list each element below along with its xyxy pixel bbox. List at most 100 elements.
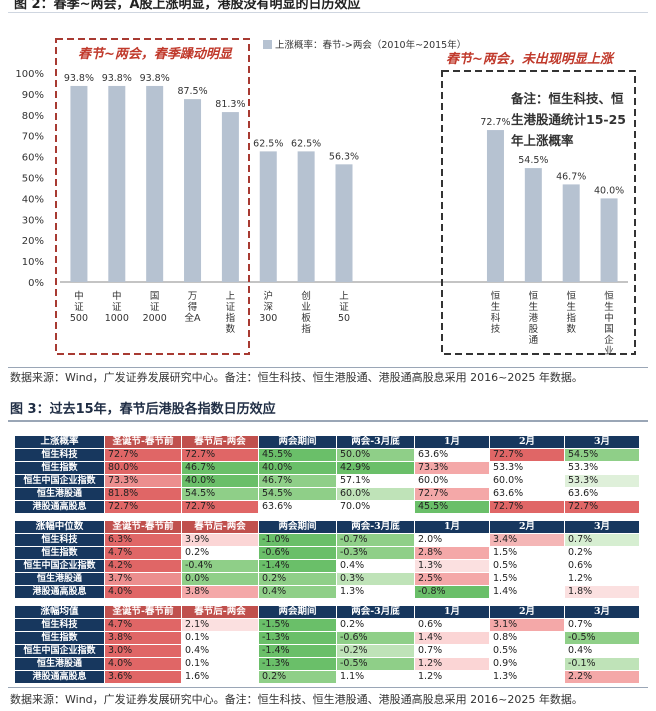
table-cell: 1.3% xyxy=(414,559,490,573)
table-cell: -0.7% xyxy=(336,533,415,547)
y-tick-label: 50% xyxy=(22,174,44,185)
table-cell: 63.6% xyxy=(414,448,490,462)
table-cell: 40.0% xyxy=(181,474,259,488)
table-cell: 0.7% xyxy=(564,533,640,547)
row-label: 恒生指数 xyxy=(14,461,105,475)
bar-value-label: 54.5% xyxy=(518,155,548,166)
table-cell: 81.8% xyxy=(104,487,182,501)
x-tick-label: 中 xyxy=(74,290,84,302)
table-cell: 60.0% xyxy=(489,474,565,488)
x-tick-label: 生 xyxy=(491,301,501,313)
x-tick-label: 科 xyxy=(491,312,501,324)
table-row: 港股通高股息 3.6% 1.6% 0.2% 1.1% 1.2% 1.3% 2.2% xyxy=(14,670,640,684)
table-cell: 53.3% xyxy=(564,474,640,488)
x-tick-label: 板 xyxy=(301,312,311,324)
table-cell: 0.2% xyxy=(336,618,415,632)
row-label: 恒生中国企业指数 xyxy=(14,644,105,658)
annotation-right: 春节~两会，未出现明显上涨 xyxy=(446,51,616,67)
figure3-divider-bottom xyxy=(8,687,648,688)
table-cell: 2.8% xyxy=(414,546,490,560)
section-label: 涨幅中位数 xyxy=(14,520,105,534)
figure3-source: 数据来源：Wind，广发证券发展研究中心。备注：恒生科技、恒生港股通、港股通高股… xyxy=(10,693,583,706)
x-tick-label: 300 xyxy=(259,313,277,324)
y-tick-label: 0% xyxy=(28,278,44,289)
x-tick-label: 指 xyxy=(301,323,311,335)
section-header-row: 涨幅均值 圣诞节-春节前 春节后-两会 两会期间 两会-3月底 1月 2月 3月 xyxy=(14,605,640,619)
column-header: 1月 xyxy=(414,435,490,449)
table-cell: 53.3% xyxy=(564,461,640,475)
table-cell: 0.3% xyxy=(336,572,415,586)
table-cell: 50.0% xyxy=(336,448,415,462)
x-tick-label: 生 xyxy=(529,301,539,313)
table-cell: 0.0% xyxy=(181,572,259,586)
bar-value-label: 72.7% xyxy=(480,117,510,128)
table-cell: 1.3% xyxy=(336,585,415,599)
table-row: 恒生港股通 4.0% 0.1% -1.3% -0.5% 1.2% 0.9% -0.1% xyxy=(14,657,640,671)
table-cell: 60.0% xyxy=(414,474,490,488)
column-header: 1月 xyxy=(414,520,490,534)
section-label: 涨幅均值 xyxy=(14,605,105,619)
row-label: 恒生指数 xyxy=(14,631,105,645)
bar xyxy=(600,198,618,282)
figure3-divider xyxy=(8,420,648,422)
column-header: 春节后-两会 xyxy=(181,605,259,619)
figure2-frame: 0% 10% 20% 30% 40% 50% 60% 70% 80% 90% 100% 春节~两会，春… xyxy=(8,12,648,367)
table-cell: 2.2% xyxy=(564,670,640,684)
table-cell: -0.3% xyxy=(336,546,415,560)
x-tick-label: 全A xyxy=(185,312,202,324)
gap-cell xyxy=(14,598,640,606)
section-label: 上涨概率 xyxy=(14,435,105,449)
figure2-title-band: 图 2：春季~两会，A股上涨明显，港股没有明显的日历效应 xyxy=(0,0,656,12)
table-row: 恒生指数 4.7% 0.2% -0.6% -0.3% 2.8% 1.5% 0.2% xyxy=(14,546,640,560)
table-row: 恒生中国企业指数 3.0% 0.4% -1.4% -0.2% 0.7% 0.5% 0.4% xyxy=(14,644,640,658)
bar xyxy=(259,151,277,282)
table-cell: 45.5% xyxy=(414,500,490,514)
figure3-title: 图 3：过去15年，春节后港股各指数日历效应 xyxy=(10,402,276,417)
x-tick-label: 恒 xyxy=(529,290,539,302)
table-cell: 0.4% xyxy=(258,585,337,599)
table-cell: 72.7% xyxy=(414,487,490,501)
bar-value-label: 87.5% xyxy=(177,86,207,97)
table-row: 恒生科技 4.7% 2.1% -1.5% 0.2% 0.6% 3.1% 0.7% xyxy=(14,618,640,632)
table-cell: 54.5% xyxy=(564,448,640,462)
table-cell: 72.7% xyxy=(181,500,259,514)
figure3-table-body: 上涨概率 圣诞节-春节前 春节后-两会 两会期间 两会-3月底 1月 2月 3月 恒生科技 72.… xyxy=(14,435,640,684)
x-tick-label: 指 xyxy=(226,312,236,324)
section-header-row: 上涨概率 圣诞节-春节前 春节后-两会 两会期间 两会-3月底 1月 2月 3月 xyxy=(14,435,640,449)
table-cell: -1.0% xyxy=(258,533,337,547)
table-cell: 0.1% xyxy=(181,631,259,645)
column-header: 两会-3月底 xyxy=(336,520,415,534)
bar xyxy=(335,164,353,282)
bar xyxy=(562,184,580,282)
table-cell: -1.5% xyxy=(258,618,337,632)
x-tick-label: 恒 xyxy=(566,290,576,302)
table-cell: 2.5% xyxy=(414,572,490,586)
table-cell: -1.3% xyxy=(258,631,337,645)
row-label: 港股通高股息 xyxy=(14,670,105,684)
table-row: 恒生中国企业指数 73.3% 40.0% 46.7% 57.1% 60.0% 60.0% 53… xyxy=(14,474,640,488)
section-gap xyxy=(14,513,640,521)
row-label: 恒生港股通 xyxy=(14,657,105,671)
bar-value-label: 93.8% xyxy=(64,73,94,84)
y-tick-label: 40% xyxy=(22,194,44,205)
table-row: 恒生指数 80.0% 46.7% 40.0% 42.9% 73.3% 53.3% 53.3% xyxy=(14,461,640,475)
table-row: 恒生指数 3.8% 0.1% -1.3% -0.6% 1.4% 0.8% -0.5% xyxy=(14,631,640,645)
x-tick-label: 万 xyxy=(188,291,198,302)
table-cell: 72.7% xyxy=(104,448,182,462)
bar xyxy=(524,168,542,282)
bar-value-label: 93.8% xyxy=(140,73,170,84)
table-row: 恒生科技 6.3% 3.9% -1.0% -0.7% 2.0% 3.4% 0.7% xyxy=(14,533,640,547)
bar xyxy=(146,85,164,282)
annotation-left: 春节~两会，春季躁动明显 xyxy=(78,46,233,62)
table-cell: 70.0% xyxy=(336,500,415,514)
table-cell: 0.7% xyxy=(564,618,640,632)
table-cell: 3.8% xyxy=(181,585,259,599)
table-cell: 1.3% xyxy=(489,670,565,684)
x-tick-label: 数 xyxy=(566,323,576,335)
note-line: 备注：恒生科技、恒 xyxy=(510,91,624,106)
x-tick-label: 业 xyxy=(604,346,614,357)
row-label: 恒生港股通 xyxy=(14,572,105,586)
column-header: 3月 xyxy=(564,605,640,619)
column-header: 3月 xyxy=(564,520,640,534)
column-header: 2月 xyxy=(489,605,565,619)
